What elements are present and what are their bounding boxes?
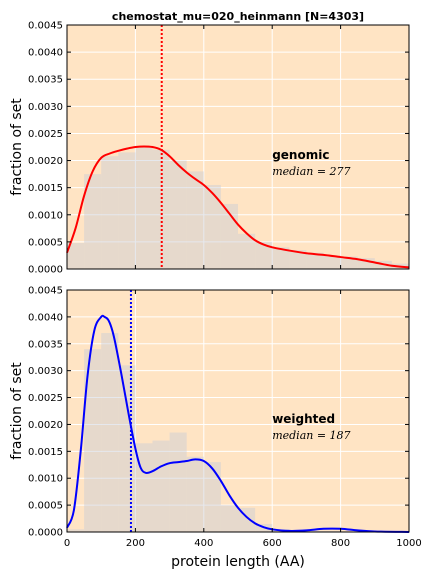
y-tick-label: 0.0030 [28,102,63,113]
bottom-panel: 0 200 400 600 800 1000 0.0000 0.0005 0.0010 0.001… [9,286,422,550]
x-tick-label: 200 [126,538,145,549]
histogram-bar [357,258,375,269]
histogram-bar [306,252,324,269]
y-axis-label: fraction of set [9,362,25,460]
density-curve [66,145,410,269]
y-tick-label: 0.0010 [28,210,63,221]
top-panel: 0.0000 0.0005 0.0010 0.0015 0.0020 0.0025 0.00… [9,21,410,276]
annotation-label: weighted [272,412,335,426]
histogram-bar [67,242,85,269]
annotation-label: genomic [272,148,329,162]
histogram-bar [169,160,187,269]
y-tick-label: 0.0015 [28,183,63,194]
histogram-bar [84,174,102,269]
y-tick-label: 0.0045 [28,21,63,32]
histogram-bar [186,171,204,269]
histogram-bar [101,156,119,269]
y-tick-label: 0.0035 [28,75,63,86]
histogram-bar [238,233,256,269]
y-tick-label: 0.0000 [28,265,63,276]
x-tick-label: 400 [194,538,213,549]
y-tick-label: 0.0040 [28,312,63,323]
plot-frame [66,24,410,270]
histogram-bar [272,247,290,269]
histogram-bar [118,365,136,532]
histogram-bar [152,440,170,532]
histogram-bar [135,147,153,269]
y-axis-label: fraction of set [9,98,25,196]
annotation-median: median = 277 [272,165,350,178]
plot-frame [66,289,410,533]
histogram-bar [306,530,324,532]
histogram-bar [255,241,273,269]
x-tick-label: 0 [64,538,70,549]
y-tick-label: 0.0040 [28,48,63,59]
y-tick-label: 0.0025 [28,393,63,404]
histogram-bar [203,184,221,269]
histogram-bar [289,250,307,269]
annotation-median: median = 187 [272,429,350,442]
y-tick-label: 0.0020 [28,420,63,431]
density-curve [66,314,410,533]
x-axis-label: protein length (AA) [171,554,305,570]
y-tick-label: 0.0005 [28,237,63,248]
y-tick-label: 0.0035 [28,339,63,350]
y-tick-label: 0.0020 [28,156,63,167]
histogram-bar [220,505,238,532]
y-tick-label: 0.0030 [28,366,63,377]
histogram-bar [203,462,221,532]
plot-background [67,290,409,532]
histogram-bar [84,349,102,532]
histogram-bar [118,152,136,269]
y-tick-label: 0.0005 [28,501,63,512]
histogram-bar [169,432,187,532]
x-tick-label: 600 [263,538,282,549]
y-tick-label: 0.0000 [28,528,63,539]
y-tick-label: 0.0025 [28,129,63,140]
plot-background [67,25,409,269]
histogram-bar [67,529,85,532]
histogram-bar [101,333,119,532]
figure-title: chemostat_mu=020_heinmann [N=4303] [112,10,364,23]
y-tick-label: 0.0010 [28,474,63,485]
histogram-bar [323,255,341,269]
histogram-bar [340,256,358,269]
x-tick-label: 800 [331,538,350,549]
histogram-bar [323,530,341,532]
x-tick-label: 1000 [396,538,421,549]
histogram-bar [186,456,204,532]
y-tick-label: 0.0015 [28,447,63,458]
y-tick-label: 0.0045 [28,286,63,297]
